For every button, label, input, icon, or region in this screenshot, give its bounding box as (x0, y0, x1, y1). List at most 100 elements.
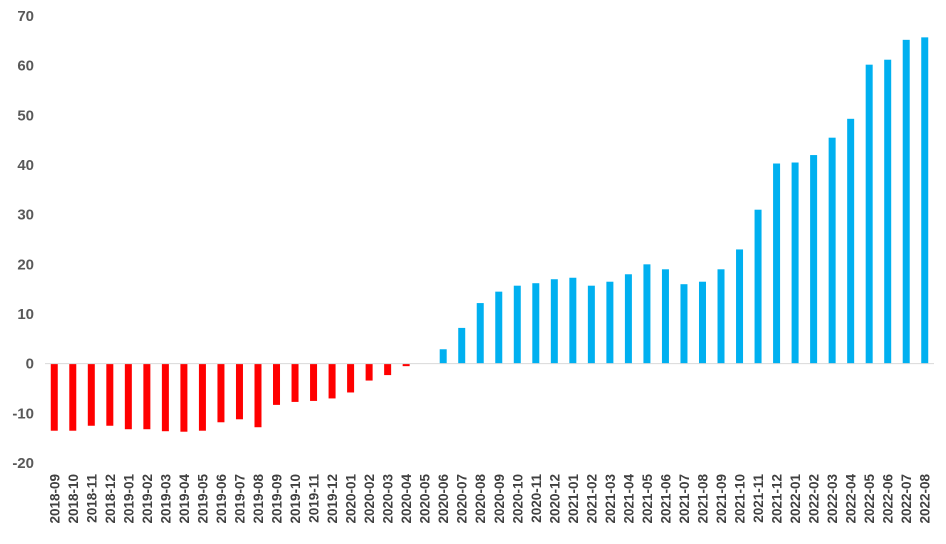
bar-2019-09 (273, 363, 281, 405)
bar-2019-05 (198, 363, 206, 431)
x-tick-label: 2020-09 (492, 474, 507, 524)
x-tick-label: 2020-10 (510, 474, 525, 524)
bar-2021-02 (587, 285, 595, 364)
bar-2020-11 (532, 283, 540, 364)
bar-2022-07 (902, 39, 910, 364)
x-tick-label: 2019-06 (214, 474, 229, 524)
bar-2021-01 (569, 277, 577, 364)
x-tick-label: 2022-07 (899, 474, 914, 524)
bar-2021-04 (624, 274, 632, 364)
x-tick-label: 2020-03 (381, 474, 396, 524)
y-tick-label: 70 (17, 8, 34, 25)
x-tick-label: 2018-10 (66, 474, 81, 524)
bar-2021-03 (606, 281, 614, 364)
x-tick-label: 2021-05 (640, 474, 655, 524)
x-tick-label: 2021-01 (566, 474, 581, 524)
bar-2019-01 (124, 363, 132, 430)
x-tick-label: 2019-01 (121, 474, 136, 524)
bar-2019-11 (310, 363, 318, 401)
bar-2022-05 (865, 64, 873, 364)
bar-2019-10 (291, 363, 299, 402)
bar-2019-03 (161, 363, 169, 432)
x-tick-label: 2020-11 (529, 474, 544, 523)
x-tick-label: 2019-02 (140, 474, 155, 524)
bar-2021-09 (717, 269, 725, 364)
y-tick-label: 40 (17, 157, 34, 174)
bar-2022-08 (921, 37, 929, 364)
bar-2020-01 (347, 363, 355, 393)
x-axis-tick-labels: 2018-09 2018-10 2018-11 2018-12 2019-01 2019-… (47, 474, 932, 524)
bar-2021-06 (661, 269, 669, 364)
x-tick-label: 2020-08 (473, 474, 488, 524)
x-tick-label: 2020-04 (399, 474, 414, 524)
bar-2018-10 (69, 363, 77, 431)
bar-2021-12 (773, 163, 781, 364)
x-tick-label: 2019-12 (325, 474, 340, 524)
x-tick-label: 2021-02 (584, 474, 599, 524)
y-axis-tick-labels: -20 -10 0 10 20 30 40 50 60 70 (12, 8, 34, 472)
bars (50, 37, 929, 432)
bar-2022-04 (847, 118, 855, 364)
y-tick-label: 0 (26, 356, 34, 373)
x-tick-label: 2021-07 (677, 474, 692, 524)
x-tick-label: 2019-09 (270, 474, 285, 524)
bar-2018-12 (106, 363, 114, 426)
x-tick-label: 2022-02 (807, 474, 822, 524)
x-tick-label: 2022-04 (844, 474, 859, 524)
y-tick-label: 60 (17, 58, 34, 75)
bar-2018-09 (50, 363, 58, 431)
bar-2022-02 (810, 155, 818, 364)
bar-2022-03 (828, 137, 836, 364)
x-tick-label: 2018-09 (47, 474, 62, 524)
bar-2019-06 (217, 363, 225, 423)
x-tick-label: 2019-11 (307, 474, 322, 523)
y-tick-label: -20 (12, 455, 34, 472)
x-tick-label: 2020-07 (455, 474, 470, 524)
bar-2020-09 (495, 291, 503, 364)
x-tick-label: 2021-10 (733, 474, 748, 524)
bar-2020-07 (458, 327, 466, 364)
bar-2021-05 (643, 264, 651, 364)
bar-2020-02 (365, 363, 373, 381)
bar-2020-04 (402, 363, 410, 367)
bar-2018-11 (87, 363, 95, 426)
bar-2020-06 (439, 349, 447, 364)
y-tick-label: 50 (17, 107, 34, 124)
x-tick-label: 2020-12 (547, 474, 562, 524)
bar-2020-10 (513, 285, 521, 364)
bar-2019-04 (180, 363, 188, 432)
x-tick-label: 2020-06 (436, 474, 451, 524)
bar-2019-02 (143, 363, 151, 430)
x-tick-label: 2022-06 (881, 474, 896, 524)
bar-2020-03 (384, 363, 392, 376)
x-tick-label: 2019-03 (158, 474, 173, 524)
x-tick-label: 2019-10 (288, 474, 303, 524)
x-tick-label: 2022-03 (825, 474, 840, 524)
bar-2020-08 (476, 303, 484, 364)
x-tick-label: 2020-02 (362, 474, 377, 524)
x-tick-label: 2022-01 (788, 474, 803, 524)
y-tick-label: -10 (12, 405, 34, 422)
x-tick-label: 2021-06 (658, 474, 673, 524)
bar-2019-08 (254, 363, 262, 428)
x-tick-label: 2018-11 (84, 474, 99, 523)
bar-2019-07 (235, 363, 243, 420)
x-tick-label: 2020-01 (344, 474, 359, 524)
x-tick-label: 2019-04 (177, 474, 192, 524)
x-tick-label: 2021-12 (770, 474, 785, 524)
bar-2022-01 (791, 162, 799, 364)
x-tick-label: 2022-05 (862, 474, 877, 524)
bar-2020-12 (550, 279, 558, 364)
x-tick-label: 2021-09 (714, 474, 729, 524)
x-tick-label: 2021-11 (751, 474, 766, 523)
y-tick-label: 30 (17, 207, 34, 224)
bar-2022-06 (884, 59, 892, 364)
x-tick-label: 2018-12 (103, 474, 118, 524)
x-tick-label: 2019-07 (232, 474, 247, 524)
x-tick-label: 2019-05 (195, 474, 210, 524)
bar-2019-12 (328, 363, 336, 399)
y-tick-label: 10 (17, 306, 34, 323)
x-tick-label: 2021-04 (621, 474, 636, 524)
x-tick-label: 2021-03 (603, 474, 618, 524)
